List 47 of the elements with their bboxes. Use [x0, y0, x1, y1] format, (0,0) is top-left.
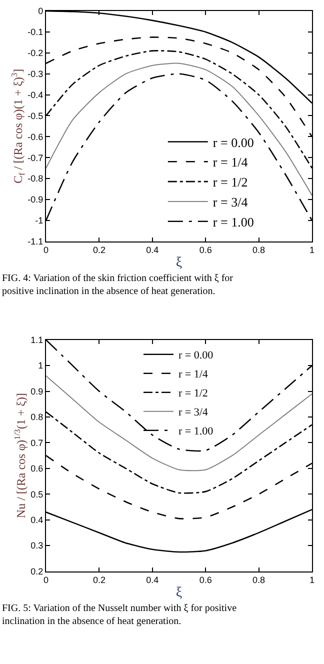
x-tick-label: 0.4 — [146, 575, 159, 586]
caption: FIG. 5: Variation of the Nusselt number with ξ for positive inclination in the absence of heat generation. — [2, 603, 238, 627]
legend-label: r = 1.00 — [178, 426, 214, 438]
line-series — [46, 62, 312, 196]
x-axis-title: ξ — [176, 585, 182, 600]
x-tick-label: 0.2 — [92, 245, 106, 256]
legend-label: r = 0.00 — [178, 350, 214, 362]
y-tick-label: 1 — [38, 360, 44, 371]
y-tick-label: 0.6 — [30, 464, 44, 474]
y-tick-label: -0.6 — [28, 132, 44, 142]
legend-label: r = 1/4 — [212, 154, 248, 170]
x-tick-label: 1 — [309, 575, 315, 586]
legend-label: r = 1/4 — [178, 368, 208, 381]
x-tick-label: 0.8 — [252, 575, 266, 586]
legend-label: r = 1.00 — [212, 214, 254, 230]
x-tick-label: 0.8 — [252, 245, 266, 256]
legend-label: r = 1/2 — [178, 388, 208, 400]
y-tick-label: -0.3 — [28, 68, 44, 79]
x-tick-label: 0.4 — [146, 245, 159, 256]
y-tick-label: -0.9 — [28, 194, 44, 205]
legend-label: r = 1/2 — [212, 174, 248, 190]
caption: FIG. 4: Variation of the skin friction coefficient with ξ for positive inclination in the absence of heat generation. — [2, 273, 234, 297]
legend-label: r = 3/4 — [212, 194, 248, 210]
y-tick-label: -0.2 — [28, 48, 44, 58]
y-tick-label: 0.8 — [30, 412, 44, 422]
x-tick-label: 0.2 — [92, 575, 106, 586]
y-tick-label: -0.1 — [28, 27, 44, 38]
y-tick-label: 1.1 — [30, 335, 44, 346]
y-tick-label: -0.4 — [28, 90, 44, 100]
y-tick-label: 0.5 — [30, 489, 44, 500]
y-tick-label: 0.7 — [30, 438, 44, 448]
y-tick-label: -0.8 — [28, 174, 44, 184]
y-tick-label: -1 — [35, 216, 44, 226]
legend-label: r = 0.00 — [212, 134, 254, 150]
y-tick-label: 0.2 — [30, 566, 44, 576]
x-tick-label: 0.6 — [199, 575, 212, 586]
legend-label: r = 3/4 — [178, 406, 208, 419]
y-tick-label: 0.4 — [30, 514, 44, 525]
x-tick-label: 1 — [309, 245, 315, 256]
x-tick-label: 0.6 — [199, 245, 212, 256]
y-tick-label: -1.1 — [28, 236, 44, 247]
y-tick-label: 0 — [38, 6, 44, 16]
x-axis-title: ξ — [176, 256, 182, 271]
y-tick-label: 0.9 — [30, 386, 44, 396]
y-tick-label: 0.3 — [30, 540, 44, 551]
y-tick-label: -0.7 — [28, 152, 44, 163]
y-tick-label: -0.5 — [28, 110, 44, 121]
